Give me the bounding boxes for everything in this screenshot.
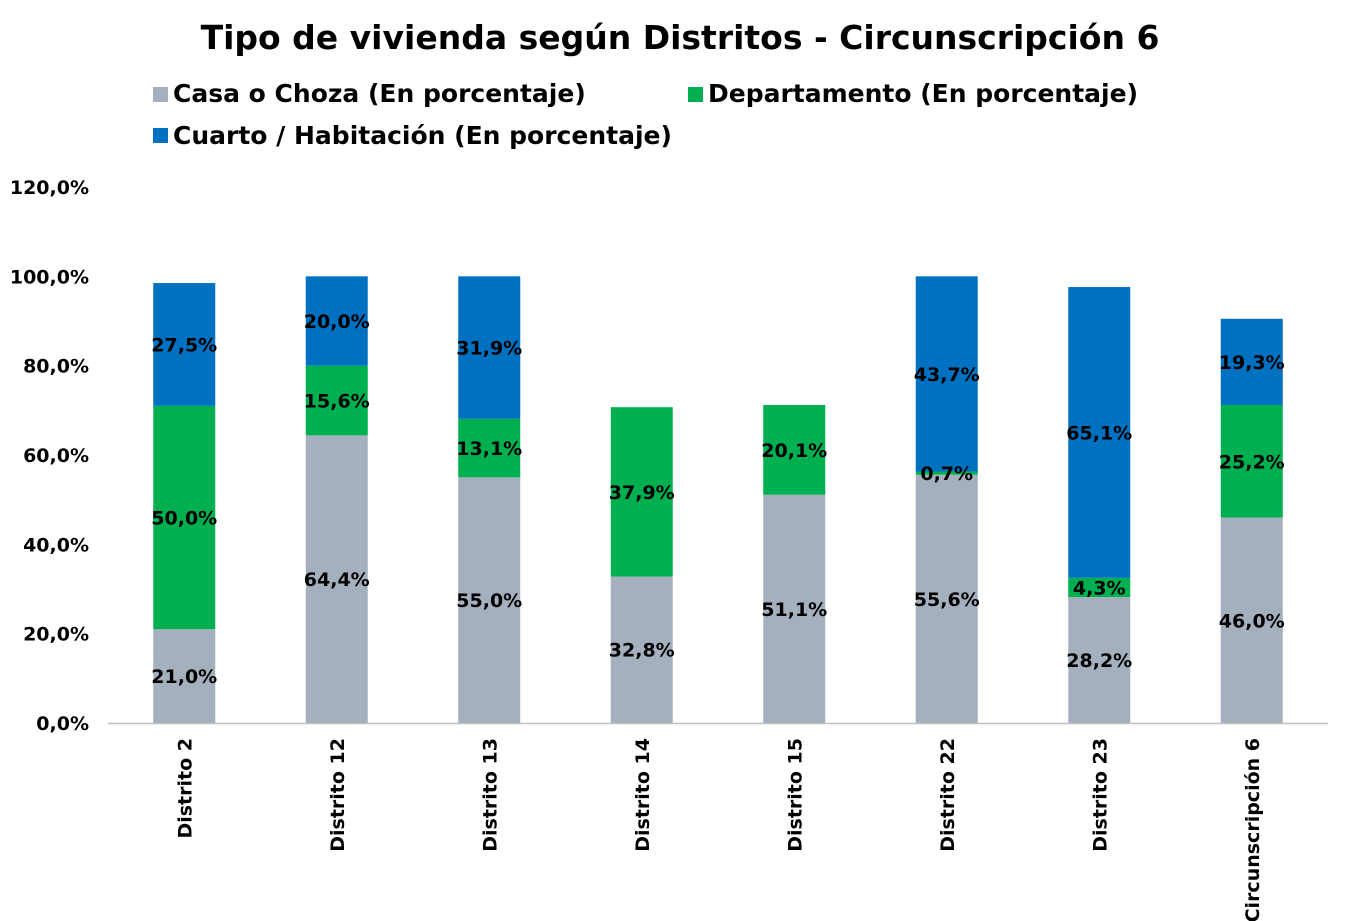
bar-segment-departamento (610, 407, 673, 577)
data-label-casa: 55,6% (914, 589, 980, 611)
data-label-departamento: 20,1% (761, 440, 827, 462)
y-tick-label: 40,0% (23, 534, 89, 556)
data-label-casa: 64,4% (304, 569, 370, 591)
data-label-cuarto: 65,1% (1066, 422, 1132, 444)
legend-swatch-departamento (688, 87, 703, 102)
y-tick-label: 60,0% (23, 445, 89, 467)
bar-segment-cuarto (458, 276, 521, 419)
bar-segment-casa (153, 629, 216, 723)
legend-swatch-cuarto (153, 128, 168, 143)
data-label-casa: 51,1% (761, 599, 827, 621)
bar-segment-departamento (153, 405, 216, 630)
legend-label-departamento: Departamento (En porcentaje) (708, 79, 1138, 108)
bar-segment-casa (915, 474, 978, 723)
data-label-departamento: 25,2% (1219, 451, 1285, 473)
category-label: Distrito 22 (937, 738, 959, 852)
bar-segment-departamento (763, 404, 826, 495)
data-label-casa: 28,2% (1066, 650, 1132, 672)
legend-swatch-casa (153, 87, 168, 102)
data-label-cuarto: 27,5% (151, 334, 217, 356)
bar-segment-cuarto (1220, 318, 1283, 405)
data-label-casa: 21,0% (151, 666, 217, 688)
data-label-cuarto: 19,3% (1219, 352, 1285, 374)
data-labels: 21,0% 50,0% 27,5% 64,4% 15,6% 20,0% 55,0% 13,1%… (151, 311, 1284, 688)
bar-segment-cuarto (915, 276, 978, 472)
y-tick-label: 80,0% (23, 356, 89, 378)
legend: Casa o Choza (En porcentaje) Departament… (153, 79, 1138, 150)
data-label-departamento: 4,3% (1073, 577, 1126, 599)
bar-segment-casa (1068, 597, 1131, 723)
data-label-casa: 55,0% (456, 590, 522, 612)
data-label-cuarto: 31,9% (456, 338, 522, 360)
y-tick-label: 20,0% (23, 624, 89, 646)
category-label: Circunscripción 6 (1242, 738, 1264, 921)
bar-segment-casa (610, 576, 673, 723)
legend-label-casa: Casa o Choza (En porcentaje) (173, 79, 586, 108)
bars (153, 276, 1283, 723)
category-label: Distrito 2 (174, 738, 196, 839)
bar-segment-casa (458, 477, 521, 723)
bar-segment-departamento (915, 471, 978, 475)
bar-segment-cuarto (1068, 287, 1131, 578)
data-label-casa: 46,0% (1219, 610, 1285, 632)
category-label: Distrito 15 (784, 738, 806, 852)
category-label: Distrito 13 (479, 738, 501, 852)
data-label-departamento: 0,7% (920, 463, 973, 485)
bar-segment-cuarto (153, 283, 216, 406)
data-label-departamento: 15,6% (304, 391, 370, 413)
bar-segment-casa (1220, 517, 1283, 723)
y-tick-label: 0,0% (36, 713, 89, 735)
bar-segment-departamento (1220, 404, 1283, 518)
bar-segment-casa (763, 494, 826, 723)
category-label: Distrito 12 (327, 738, 349, 852)
y-axis: 0,0% 20,0% 40,0% 60,0% 80,0% 100,0% 120,0% (10, 177, 89, 735)
data-label-casa: 32,8% (609, 640, 675, 662)
legend-label-cuarto: Cuarto / Habitación (En porcentaje) (173, 121, 672, 150)
y-tick-label: 100,0% (10, 266, 89, 288)
data-label-cuarto: 43,7% (914, 364, 980, 386)
bar-segment-departamento (305, 365, 368, 436)
bar-segment-casa (305, 435, 368, 723)
data-label-cuarto: 20,0% (304, 311, 370, 333)
bar-segment-departamento (458, 418, 521, 478)
category-label: Distrito 23 (1089, 738, 1111, 852)
data-label-departamento: 37,9% (609, 482, 675, 504)
y-tick-label: 120,0% (10, 177, 89, 199)
category-label: Distrito 14 (632, 738, 654, 852)
data-label-departamento: 50,0% (151, 508, 217, 530)
bar-segment-departamento (1068, 577, 1131, 598)
chart-title: Tipo de vivienda según Distritos - Circu… (201, 18, 1160, 57)
bar-segment-cuarto (305, 276, 368, 366)
data-label-departamento: 13,1% (456, 438, 522, 460)
x-axis: Distrito 2 Distrito 12 Distrito 13 Distrito… (108, 722, 1328, 921)
